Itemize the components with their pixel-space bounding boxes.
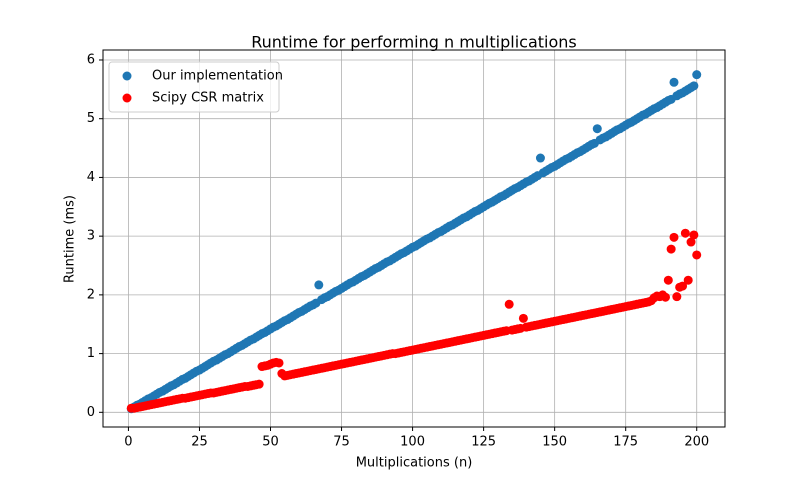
point: [689, 81, 699, 91]
legend-marker: [122, 93, 132, 103]
point: [518, 313, 528, 323]
point: [669, 232, 679, 242]
legend-marker: [122, 71, 132, 81]
point: [660, 292, 670, 302]
y-tick-label: 1: [87, 346, 95, 361]
legend-label: Scipy CSR matrix: [152, 91, 264, 106]
point: [692, 250, 702, 260]
y-tick-label: 6: [87, 52, 95, 67]
x-tick-label: 0: [124, 435, 132, 450]
x-axis-label: Multiplications (n): [356, 456, 473, 471]
point: [274, 358, 284, 368]
y-tick-label: 5: [87, 111, 95, 126]
x-tick-label: 25: [191, 435, 208, 450]
y-tick-label: 0: [87, 405, 95, 420]
legend-box: [108, 61, 280, 113]
point: [680, 228, 690, 238]
chart-title: Runtime for performing n multiplications: [251, 33, 576, 52]
point: [592, 124, 602, 134]
x-tick-label: 200: [684, 435, 709, 450]
x-tick-label: 50: [262, 435, 279, 450]
point: [669, 77, 679, 87]
x-tick-label: 175: [613, 435, 638, 450]
y-tick-label: 3: [87, 229, 95, 244]
legend-label: Our implementation: [152, 69, 283, 84]
point: [686, 237, 696, 247]
point: [689, 230, 699, 240]
point: [666, 244, 676, 254]
point: [692, 70, 702, 80]
point: [663, 275, 673, 285]
x-tick-label: 150: [542, 435, 567, 450]
point: [254, 379, 264, 389]
point: [683, 275, 693, 285]
point: [535, 153, 545, 163]
y-tick-label: 4: [87, 170, 95, 185]
point: [678, 281, 688, 291]
plot-frame: [102, 49, 726, 428]
x-tick-label: 100: [400, 435, 425, 450]
y-axis-label: Runtime (ms): [63, 195, 78, 283]
point: [314, 280, 324, 290]
y-tick-label: 2: [87, 287, 95, 302]
x-tick-label: 125: [471, 435, 496, 450]
x-tick-label: 75: [333, 435, 350, 450]
point: [504, 299, 514, 309]
point: [672, 292, 682, 302]
